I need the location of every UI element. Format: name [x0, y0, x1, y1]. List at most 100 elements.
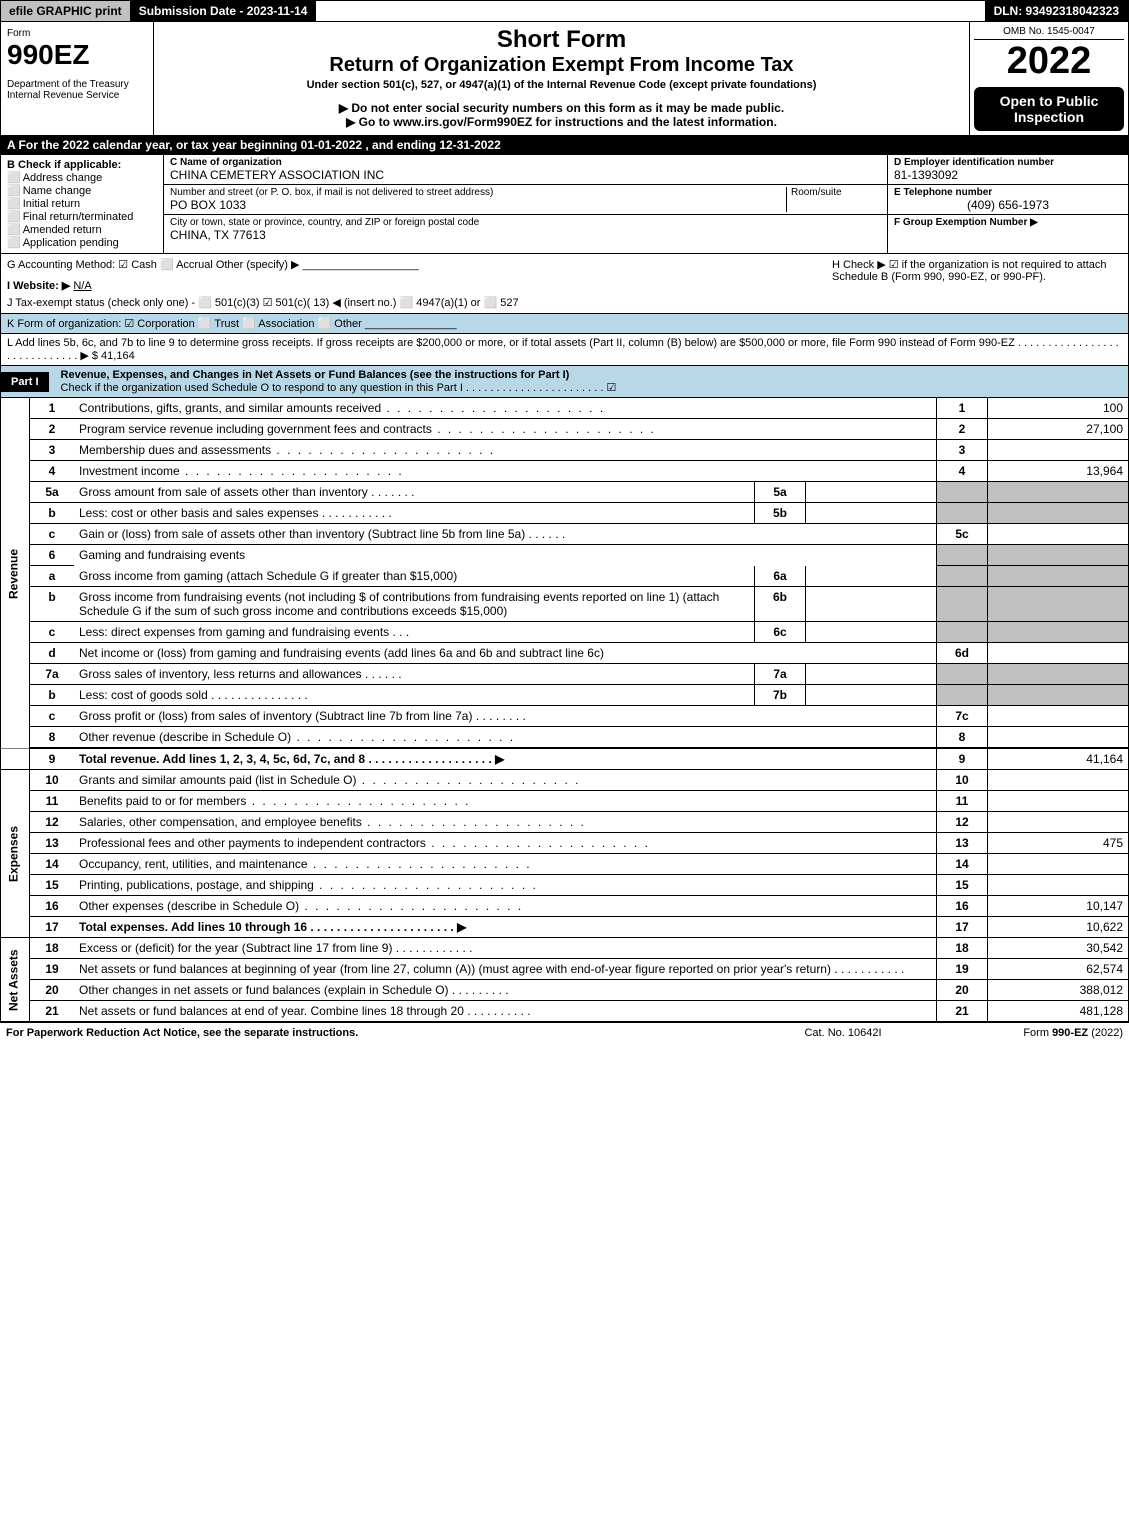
ein-label: D Employer identification number	[894, 157, 1122, 168]
line-5a: 5a Gross amount from sale of assets othe…	[1, 482, 1129, 503]
check-initial-return[interactable]: Initial return	[7, 197, 157, 210]
city-label: City or town, state or province, country…	[170, 217, 881, 228]
part1-header: Part I Revenue, Expenses, and Changes in…	[0, 366, 1129, 398]
line-7c-value	[988, 706, 1129, 727]
website-label: I Website: ▶	[7, 280, 70, 292]
row-l-gross-receipts: L Add lines 5b, 6c, and 7b to line 9 to …	[0, 334, 1129, 366]
check-final-return[interactable]: Final return/terminated	[7, 210, 157, 223]
line-3: 3 Membership dues and assessments 3	[1, 440, 1129, 461]
line-1: Revenue 1 Contributions, gifts, grants, …	[1, 398, 1129, 419]
line-12-value	[988, 812, 1129, 833]
line-7a: 7a Gross sales of inventory, less return…	[1, 664, 1129, 685]
line-6: 6 Gaming and fundraising events	[1, 545, 1129, 566]
line-19-value: 62,574	[988, 959, 1129, 980]
line-18: Net Assets 18 Excess or (deficit) for th…	[1, 938, 1129, 959]
line-7c: c Gross profit or (loss) from sales of i…	[1, 706, 1129, 727]
line-17: 17 Total expenses. Add lines 10 through …	[1, 917, 1129, 938]
line-6c: c Less: direct expenses from gaming and …	[1, 622, 1129, 643]
header-left: Form 990EZ Department of the Treasury In…	[1, 22, 154, 135]
section-bcdef: B Check if applicable: Address change Na…	[0, 155, 1129, 253]
section-expenses-label: Expenses	[1, 770, 30, 938]
row-k-form-of-org: K Form of organization: ☑ Corporation ⬜ …	[0, 314, 1129, 334]
line-9-value: 41,164	[988, 748, 1129, 770]
page-footer: For Paperwork Reduction Act Notice, see …	[0, 1022, 1129, 1043]
line-21: 21 Net assets or fund balances at end of…	[1, 1001, 1129, 1022]
line-5b: b Less: cost or other basis and sales ex…	[1, 503, 1129, 524]
line-14: 14 Occupancy, rent, utilities, and maint…	[1, 854, 1129, 875]
line-17-value: 10,622	[988, 917, 1129, 938]
group-exemption-label: F Group Exemption Number ▶	[894, 217, 1122, 228]
line-2: 2 Program service revenue including gove…	[1, 419, 1129, 440]
line-14-value	[988, 854, 1129, 875]
cat-no: Cat. No. 10642I	[743, 1027, 943, 1039]
line-6c-value	[806, 622, 937, 643]
part1-desc: Revenue, Expenses, and Changes in Net As…	[57, 366, 1128, 397]
org-name: CHINA CEMETERY ASSOCIATION INC	[170, 168, 881, 182]
line-18-value: 30,542	[988, 938, 1129, 959]
goto-link[interactable]: ▶ Go to www.irs.gov/Form990EZ for instru…	[160, 115, 963, 129]
header-right: OMB No. 1545-0047 2022 Open to Public In…	[970, 22, 1128, 135]
under-section: Under section 501(c), 527, or 4947(a)(1)…	[160, 79, 963, 91]
return-title: Return of Organization Exempt From Incom…	[160, 54, 963, 77]
line-15: 15 Printing, publications, postage, and …	[1, 875, 1129, 896]
check-address-change[interactable]: Address change	[7, 171, 157, 184]
lines-table: Revenue 1 Contributions, gifts, grants, …	[0, 398, 1129, 1022]
org-name-label: C Name of organization	[170, 157, 881, 168]
tax-year: 2022	[974, 40, 1124, 83]
row-a-calendar-year: A For the 2022 calendar year, or tax yea…	[0, 136, 1129, 155]
line-6d: d Net income or (loss) from gaming and f…	[1, 643, 1129, 664]
topbar-spacer	[316, 1, 985, 21]
street-label: Number and street (or P. O. box, if mail…	[170, 187, 786, 198]
short-form-title: Short Form	[160, 26, 963, 54]
ein-value: 81-1393092	[894, 168, 1122, 182]
line-6b: b Gross income from fundraising events (…	[1, 587, 1129, 622]
line-21-value: 481,128	[988, 1001, 1129, 1022]
omb-number: OMB No. 1545-0047	[974, 26, 1124, 40]
efile-print-label[interactable]: efile GRAPHIC print	[1, 1, 131, 21]
line-20-value: 388,012	[988, 980, 1129, 1001]
line-12: 12 Salaries, other compensation, and emp…	[1, 812, 1129, 833]
phone-label: E Telephone number	[894, 187, 1122, 198]
line-6d-value	[988, 643, 1129, 664]
check-application-pending[interactable]: Application pending	[7, 236, 157, 249]
check-amended-return[interactable]: Amended return	[7, 223, 157, 236]
form-header: Form 990EZ Department of the Treasury In…	[0, 22, 1129, 136]
line-2-value: 27,100	[988, 419, 1129, 440]
line-13: 13 Professional fees and other payments …	[1, 833, 1129, 854]
line-5a-value	[806, 482, 937, 503]
open-inspection-badge: Open to Public Inspection	[974, 87, 1124, 131]
line-11-value	[988, 791, 1129, 812]
line-5c: c Gain or (loss) from sale of assets oth…	[1, 524, 1129, 545]
phone-value: (409) 656-1973	[894, 198, 1122, 212]
form-number: 990EZ	[7, 39, 147, 71]
check-name-change[interactable]: Name change	[7, 184, 157, 197]
dept-treasury: Department of the Treasury	[7, 79, 147, 90]
line-16: 16 Other expenses (describe in Schedule …	[1, 896, 1129, 917]
line-15-value	[988, 875, 1129, 896]
line-4-value: 13,964	[988, 461, 1129, 482]
col-c-org-info: C Name of organization CHINA CEMETERY AS…	[164, 155, 888, 253]
section-netassets-label: Net Assets	[1, 938, 30, 1022]
row-h-schedule-b: H Check ▶ ☑ if the organization is not r…	[832, 258, 1122, 283]
street-value: PO BOX 1033	[170, 198, 786, 212]
line-5b-value	[806, 503, 937, 524]
dln-label: DLN: 93492318042323	[986, 1, 1128, 21]
line-6a-value	[806, 566, 937, 587]
row-ghij: G Accounting Method: ☑ Cash ⬜ Accrual Ot…	[0, 253, 1129, 314]
line-13-value: 475	[988, 833, 1129, 854]
line-3-value	[988, 440, 1129, 461]
dept-irs: Internal Revenue Service	[7, 90, 147, 101]
city-value: CHINA, TX 77613	[170, 228, 881, 242]
line-7b-value	[806, 685, 937, 706]
line-16-value: 10,147	[988, 896, 1129, 917]
website-value: N/A	[73, 280, 91, 292]
no-ssn-note: ▶ Do not enter social security numbers o…	[160, 101, 963, 115]
form-footer-label: Form 990-EZ (2022)	[943, 1027, 1123, 1039]
line-11: 11 Benefits paid to or for members 11	[1, 791, 1129, 812]
col-b-checkboxes: B Check if applicable: Address change Na…	[1, 155, 164, 253]
line-6b-value	[806, 587, 937, 622]
section-revenue-label: Revenue	[1, 398, 30, 748]
line-9: 9 Total revenue. Add lines 1, 2, 3, 4, 5…	[1, 748, 1129, 770]
room-suite-label: Room/suite	[791, 187, 881, 198]
part1-tag: Part I	[1, 372, 49, 392]
